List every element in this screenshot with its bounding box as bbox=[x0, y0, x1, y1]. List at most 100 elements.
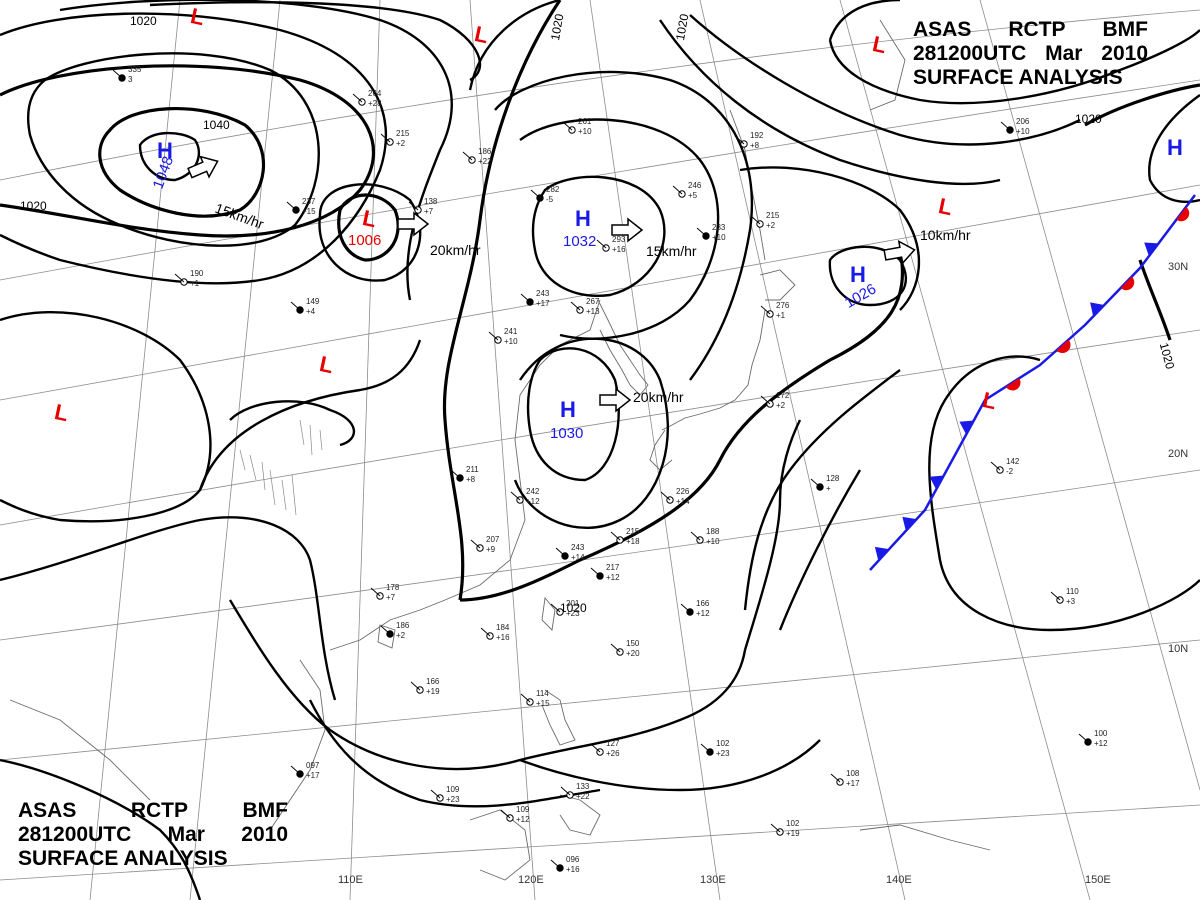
station-plot: 190+1 bbox=[174, 269, 204, 288]
station-plot: 201+23 bbox=[550, 599, 580, 618]
india-coast bbox=[9, 699, 151, 801]
station-pressure: 282 bbox=[546, 185, 560, 194]
isobar bbox=[228, 599, 747, 771]
wind-barb-icon bbox=[410, 681, 421, 691]
high-symbol: H bbox=[575, 206, 591, 231]
station-plot: 293+16 bbox=[596, 235, 626, 254]
station-plot: 172+2 bbox=[760, 391, 790, 410]
wind-barb-icon bbox=[660, 491, 671, 501]
isobar bbox=[928, 355, 1200, 632]
cold-front-barb bbox=[959, 420, 974, 435]
station-pressure: 206 bbox=[1016, 117, 1030, 126]
station-tendency: +16 bbox=[566, 865, 580, 874]
station-pressure: 246 bbox=[688, 181, 702, 190]
station-tendency: +22 bbox=[478, 157, 492, 166]
central-pressure: 1048 bbox=[150, 154, 177, 191]
station-pressure: 138 bbox=[424, 197, 438, 206]
isobar-label: 1020 bbox=[1157, 341, 1178, 371]
station-tendency: +12 bbox=[516, 815, 530, 824]
lat-labels: 30N 20N 10N bbox=[1168, 261, 1188, 655]
station-plot: 102+19 bbox=[770, 819, 800, 838]
wind-barb-icon bbox=[530, 189, 541, 199]
station-plot: 166+19 bbox=[410, 677, 440, 696]
station-tendency: +8 bbox=[750, 141, 760, 150]
station-plot: 276+1 bbox=[760, 301, 790, 320]
station-tendency: +22 bbox=[576, 792, 590, 801]
station-plot: 246+5 bbox=[672, 181, 702, 200]
station-pressure: 201 bbox=[566, 599, 580, 608]
station-tendency: +7 bbox=[386, 593, 396, 602]
isobar-label: 1020 bbox=[548, 12, 566, 41]
lat-label: 30N bbox=[1168, 261, 1188, 273]
header-org: ASAS bbox=[913, 18, 972, 41]
station-plot: 211+8 bbox=[450, 465, 479, 484]
station-plot: 237+15 bbox=[286, 197, 316, 216]
wind-barb-icon bbox=[750, 215, 761, 225]
wind-barb-icon bbox=[555, 547, 566, 557]
isobar bbox=[0, 64, 376, 238]
station-tendency: +17 bbox=[846, 779, 860, 788]
wind-barb-icon bbox=[380, 625, 391, 635]
isobar bbox=[442, 0, 562, 601]
wind-barb-icon bbox=[290, 765, 301, 775]
wind-barb-icon bbox=[990, 461, 1001, 471]
station-plot: 149+4 bbox=[290, 297, 320, 316]
isobar-label: 1020 bbox=[673, 12, 691, 41]
lon-label: 120E bbox=[518, 874, 544, 886]
high-pressure-center: H 1030 20km/hr bbox=[550, 387, 684, 442]
station-tendency: +9 bbox=[486, 545, 496, 554]
station-plot: 282-5 bbox=[530, 185, 560, 204]
isobar bbox=[468, 0, 561, 91]
wind-barb-icon bbox=[488, 331, 499, 341]
isobar bbox=[526, 347, 620, 482]
station-tendency: +12 bbox=[606, 573, 620, 582]
wind-barb-icon bbox=[352, 93, 363, 103]
wind-barb-icon bbox=[500, 809, 511, 819]
station-plot: 215+18 bbox=[610, 527, 640, 546]
station-tendency: +3 bbox=[1066, 597, 1076, 606]
station-pressure: 241 bbox=[504, 327, 518, 336]
header-month: Mar bbox=[1045, 42, 1083, 65]
wind-barb-icon bbox=[430, 789, 441, 799]
wind-barb-icon bbox=[610, 531, 621, 541]
isobar bbox=[531, 175, 666, 297]
station-pressure: 190 bbox=[190, 269, 204, 278]
isobar bbox=[743, 419, 802, 651]
station-tendency: +23 bbox=[566, 609, 580, 618]
station-pressure: 109 bbox=[446, 785, 460, 794]
wind-barb-icon bbox=[810, 478, 821, 488]
station-plot: 133+22 bbox=[560, 782, 590, 801]
isobar bbox=[459, 249, 905, 602]
wind-barb-icon bbox=[770, 823, 781, 833]
station-plot: 102+23 bbox=[700, 739, 730, 758]
station-plot: 178+7 bbox=[370, 583, 400, 602]
station-tendency: +26 bbox=[606, 749, 620, 758]
station-plot: 186+22 bbox=[462, 147, 492, 166]
station-tendency: +10 bbox=[578, 127, 592, 136]
low-pressure-center: L bbox=[472, 21, 490, 48]
cold-front-barb bbox=[902, 516, 917, 531]
warm-front-bump bbox=[1005, 378, 1021, 391]
station-tendency: +20 bbox=[626, 649, 640, 658]
wind-barb-icon bbox=[672, 185, 683, 195]
warm-front-bump bbox=[1056, 339, 1071, 353]
station-pressure: 267 bbox=[586, 297, 600, 306]
station-plot: 215+2 bbox=[750, 211, 780, 230]
station-pressure: 243 bbox=[536, 289, 550, 298]
isobar bbox=[519, 739, 821, 792]
station-tendency: +4 bbox=[306, 307, 316, 316]
borneo bbox=[469, 809, 531, 881]
motion-speed: 15km/hr bbox=[213, 200, 266, 232]
header-line-2: 281200UTC Mar 2010 bbox=[18, 823, 288, 847]
motion-arrow-icon bbox=[611, 217, 644, 243]
low-symbol: L bbox=[52, 399, 70, 426]
wind-barb-icon bbox=[590, 567, 601, 577]
header-time: 281200UTC bbox=[913, 42, 1027, 65]
station-plot: 128+ bbox=[810, 474, 840, 493]
isobar bbox=[149, 1, 482, 82]
station-pressure: 166 bbox=[696, 599, 710, 608]
mindanao bbox=[559, 794, 601, 836]
station-plot: 100+12 bbox=[1078, 729, 1108, 748]
